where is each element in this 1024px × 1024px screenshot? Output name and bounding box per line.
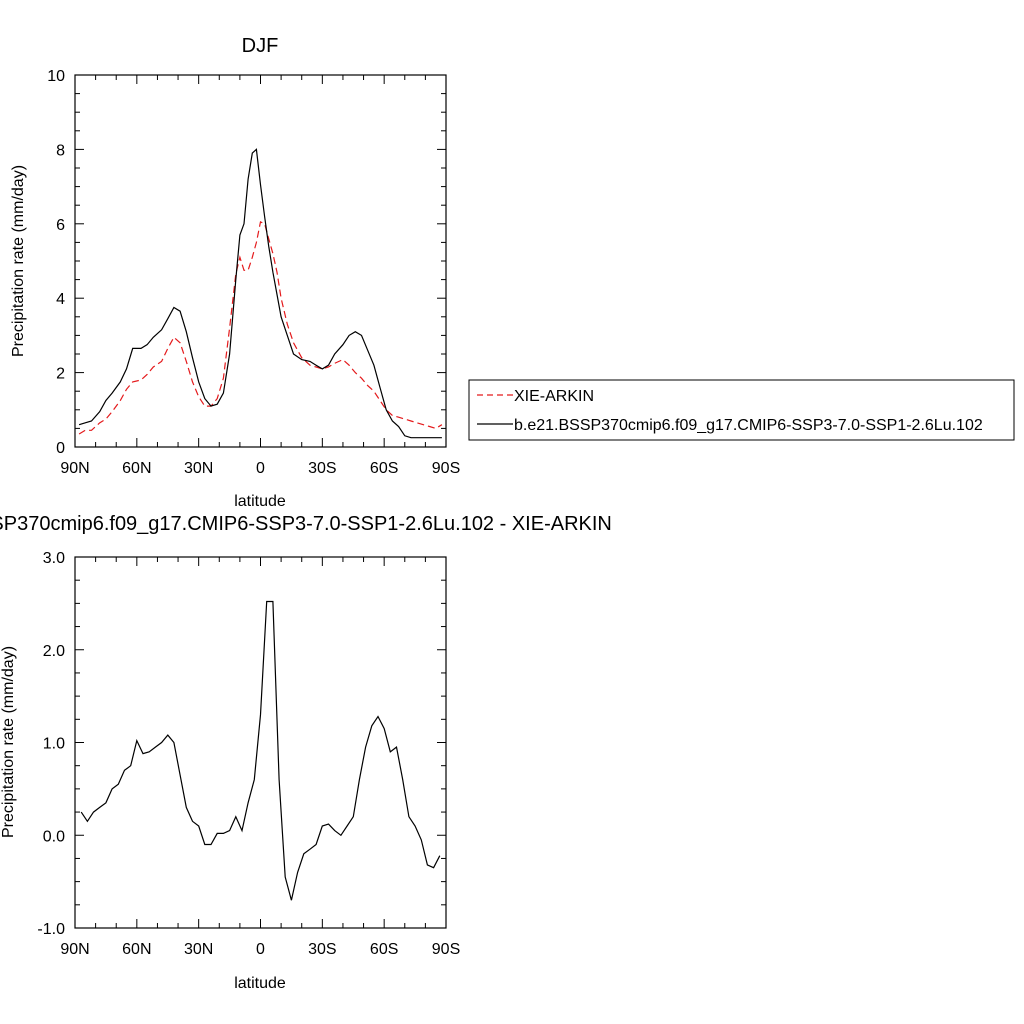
x-tick-label: 30S [308, 460, 336, 477]
plot-frame [74, 74, 447, 448]
x-axis-tick-labels: 90N 60N 30N 0 30S 60S 90S [60, 941, 460, 958]
y-tick-label: 6 [56, 217, 65, 234]
legend-box [468, 379, 1015, 441]
x-tick-label: 60N [122, 460, 151, 477]
x-axis-label: latitude [234, 493, 286, 510]
y-tick-label: 4 [56, 291, 65, 308]
y-tick-label: 2 [56, 366, 65, 383]
y-tick-label: -1.0 [37, 921, 65, 938]
y-tick-label: 10 [47, 68, 65, 85]
y-tick-label: 0 [56, 440, 65, 457]
x-tick-label: 60S [370, 941, 398, 958]
axis-ticks [74, 74, 447, 448]
chart-title-difference: b.e21.BSSP370cmip6.f09_g17.CMIP6-SSP3-7.… [0, 513, 612, 535]
legend-label-xie-arkin: XIE-ARKIN [514, 388, 594, 405]
y-tick-label: 0.0 [43, 828, 65, 845]
series-line-1 [80, 600, 441, 901]
chart-panel-difference: b.e21.BSSP370cmip6.f09_g17.CMIP6-SSP3-7.… [0, 513, 612, 992]
y-tick-label: 1.0 [43, 736, 65, 753]
y-axis-label: Precipitation rate (mm/day) [10, 165, 27, 357]
chart-title: DJF [242, 35, 279, 57]
x-tick-label: 30N [184, 460, 213, 477]
y-tick-label: 3.0 [43, 550, 65, 567]
axis-ticks [74, 556, 447, 929]
y-tick-label: 8 [56, 142, 65, 159]
y-axis-label: Precipitation rate (mm/day) [0, 646, 17, 838]
series-line-2 [78, 148, 442, 439]
chart-panel-djf: DJF 0 2 4 6 8 10 90N 60N 30N 0 30S 60S 90S latitude… [10, 35, 460, 510]
x-axis-tick-labels: 90N 60N 30N 0 30S 60S 90S [60, 460, 460, 477]
x-tick-label: 30S [308, 941, 336, 958]
x-tick-label: 0 [256, 941, 265, 958]
x-tick-label: 0 [256, 460, 265, 477]
series-lines [80, 600, 441, 901]
plot-frame [74, 556, 447, 929]
x-tick-label: 90N [60, 460, 89, 477]
x-tick-label: 60S [370, 460, 398, 477]
legend-label-model: b.e21.BSSP370cmip6.f09_g17.CMIP6-SSP3-7.… [514, 417, 983, 434]
x-tick-label: 90S [432, 941, 460, 958]
x-axis-label: latitude [234, 975, 286, 992]
series-line-1 [78, 221, 443, 435]
x-tick-label: 30N [184, 941, 213, 958]
x-tick-label: 60N [122, 941, 151, 958]
series-lines [78, 148, 443, 439]
x-tick-label: 90N [60, 941, 89, 958]
legend: XIE-ARKIN b.e21.BSSP370cmip6.f09_g17.CMI… [468, 379, 1015, 441]
y-axis-tick-labels: -1.0 0.0 1.0 2.0 3.0 [37, 550, 65, 938]
y-axis-tick-labels: 0 2 4 6 8 10 [47, 68, 65, 457]
x-tick-label: 90S [432, 460, 460, 477]
y-tick-label: 2.0 [43, 643, 65, 660]
